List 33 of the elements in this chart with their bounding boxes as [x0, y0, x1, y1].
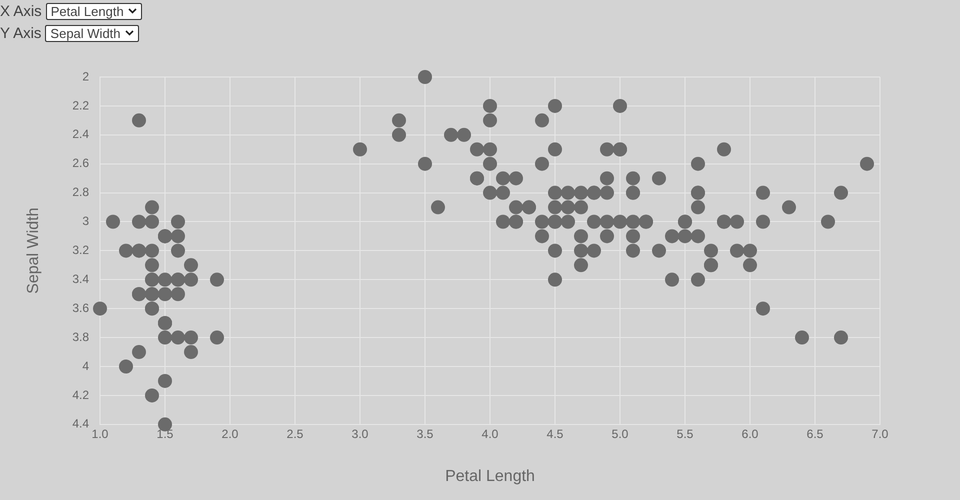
y-tick-label: 4.2	[72, 388, 90, 402]
y-tick-label: 4.4	[72, 416, 90, 431]
y-tick-label: 2.4	[72, 127, 90, 142]
y-tick-label: 3	[82, 214, 90, 228]
y-tick-label: 2.6	[72, 156, 90, 170]
y-tick-label: 4	[82, 358, 90, 373]
x-tick-label: 3.5	[416, 426, 434, 441]
x-axis-title: Petal Length	[445, 468, 535, 485]
x-tick-label: 1.5	[156, 426, 174, 441]
x-tick-label: 2.0	[222, 426, 239, 441]
y-tick-label: 3.6	[72, 300, 90, 315]
x-tick-label: 5.0	[612, 426, 629, 441]
text: Sepal Width	[25, 208, 42, 294]
y-tick-label: 3.4	[72, 272, 90, 286]
x-tick-label: 6.0	[742, 426, 759, 441]
x-tick-label: 4.5	[546, 426, 564, 441]
y-tick-label: 2	[82, 69, 90, 84]
x-tick-label: 3.0	[352, 426, 369, 441]
dropdown: Sepal Width	[45, 24, 139, 42]
text: Y Axis	[0, 24, 42, 42]
x-tick-label: 5.5	[676, 426, 694, 441]
dropdown: Petal Length	[46, 2, 142, 20]
y-axis-title: Sepal Width	[50, 26, 121, 40]
x-tick-label: 6.5	[806, 426, 824, 441]
x-tick-label: 7.0	[872, 426, 889, 441]
x-tick-label: 1.0	[92, 426, 109, 441]
y-tick-label: 3.2	[72, 243, 90, 258]
y-tick-label: 3.8	[72, 330, 90, 344]
y-tick-label: 2.8	[72, 185, 90, 200]
text: X Axis	[0, 2, 42, 20]
y-tick-label: 2.2	[72, 98, 90, 112]
x-tick-label: 2.5	[286, 426, 304, 441]
x-tick-label: 4.0	[482, 426, 499, 441]
